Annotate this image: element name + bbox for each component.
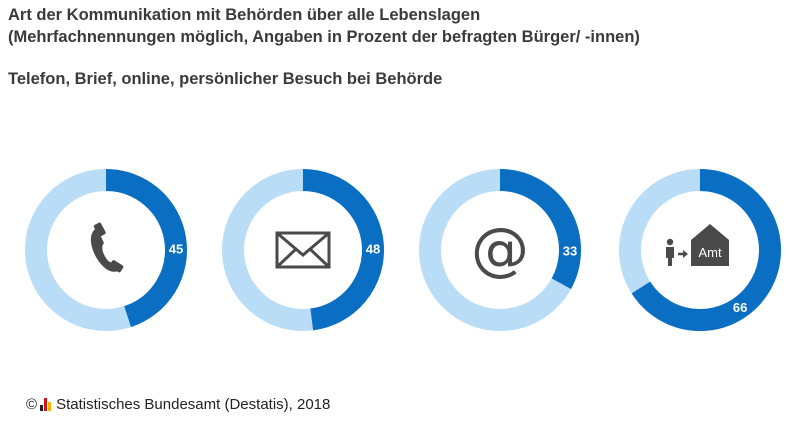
amt-text: Amt (698, 245, 722, 260)
telephone-icon (90, 222, 124, 273)
copyright-symbol: © (26, 396, 38, 413)
envelope-icon (275, 231, 331, 269)
donut-4: 66 Amt (619, 169, 781, 331)
value-label: 45 (169, 241, 183, 256)
footer-source: © Statistisches Bundesamt (Destatis), 20… (26, 396, 330, 413)
donut-value-arc (499, 169, 581, 290)
donut-value-arc (105, 169, 187, 328)
donut-2: 48 (222, 169, 384, 331)
value-label: 66 (733, 300, 747, 315)
at-sign-icon: @ (471, 215, 529, 283)
value-label: 48 (366, 241, 380, 256)
chart-title: Art der Kommunikation mit Behörden über … (8, 4, 640, 48)
value-label: 33 (563, 243, 577, 258)
person-to-office-icon: Amt (666, 224, 729, 266)
source-text: Statistisches Bundesamt (Destatis), 2018 (56, 396, 331, 413)
donut-charts: 45 48 33 @66 Amt (25, 169, 781, 331)
destatis-logo-icon (40, 398, 52, 411)
donut-3: 33 @ (419, 169, 581, 331)
donut-value-arc (302, 169, 384, 331)
title-line-1: Art der Kommunikation mit Behörden über … (8, 6, 481, 24)
title-line-2: (Mehrfachnennungen möglich, Angaben in P… (8, 28, 640, 46)
donut-value-arc (631, 169, 781, 331)
donut-1: 45 (25, 169, 187, 331)
chart-subtitle: Telefon, Brief, online, persönlicher Bes… (8, 70, 443, 88)
svg-text:@: @ (471, 215, 529, 283)
